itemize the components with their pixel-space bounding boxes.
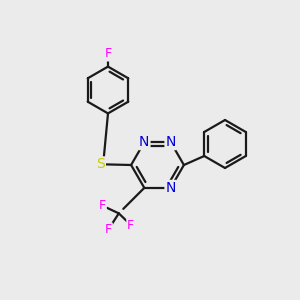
Text: N: N [139,135,149,149]
Text: F: F [105,224,112,236]
Text: N: N [166,181,176,195]
Text: F: F [104,47,112,61]
Text: N: N [166,135,176,149]
Text: F: F [99,200,106,212]
Text: F: F [127,220,134,232]
Text: S: S [96,158,105,171]
